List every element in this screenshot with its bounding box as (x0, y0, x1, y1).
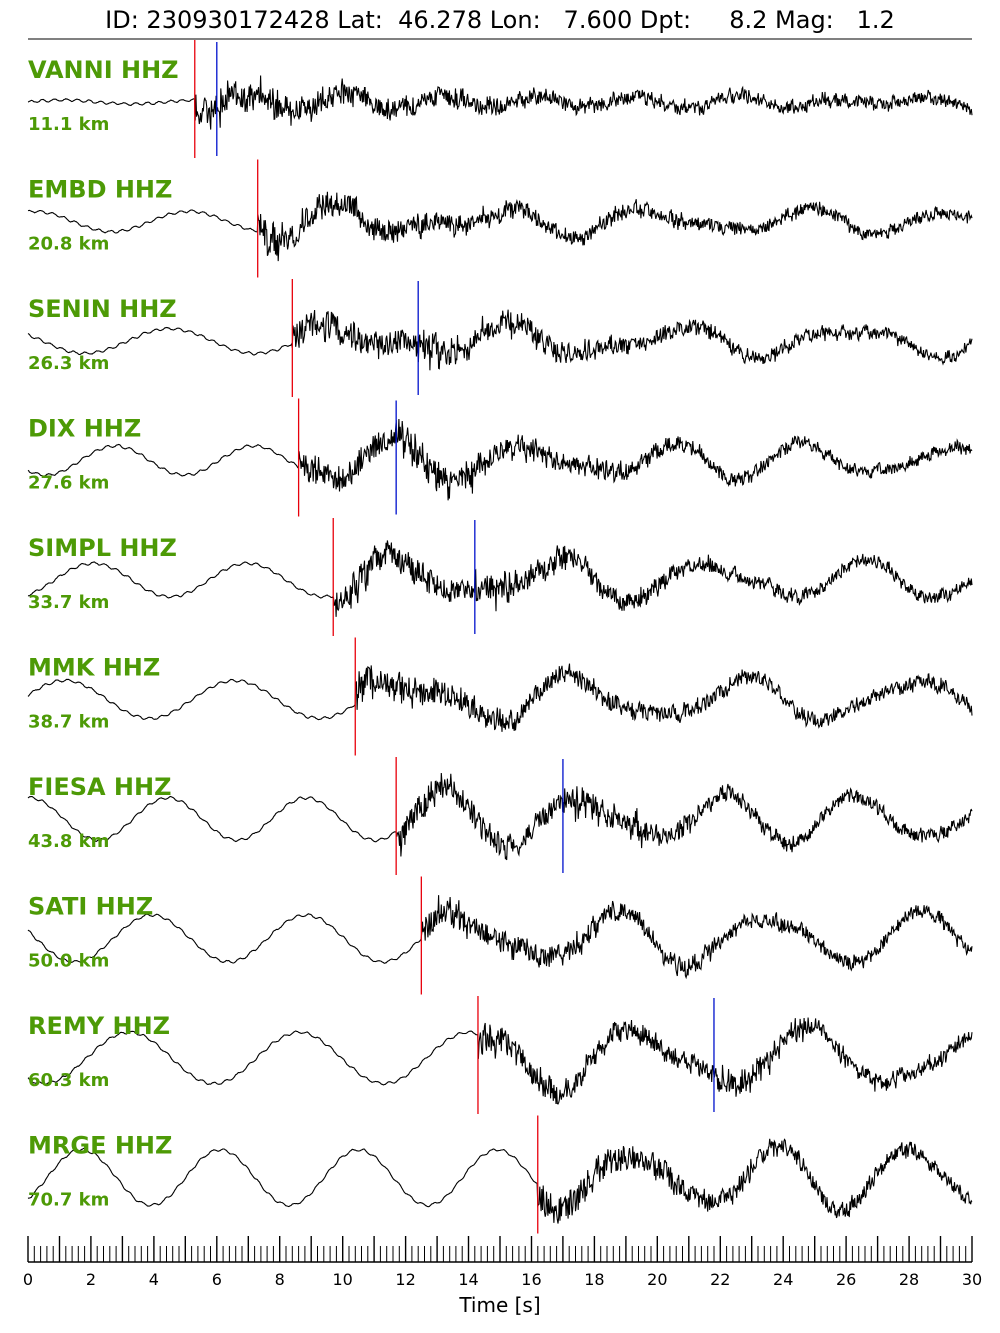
station-label: REMY HHZ (28, 1012, 170, 1040)
station-distance: 33.7 km (28, 592, 109, 613)
trace-group: VANNI HHZ 11.1 km EMBD HHZ 20.8 km SENIN HHZ… (27, 40, 973, 1234)
waveform-line (27, 75, 973, 130)
x-tick-label: 28 (899, 1270, 919, 1289)
trace-row: MMK HHZ 38.7 km (27, 637, 973, 756)
x-tick-label: 30 (962, 1270, 982, 1289)
station-distance: 50.0 km (28, 951, 109, 972)
station-distance: 20.8 km (28, 234, 109, 255)
x-tick-label: 26 (836, 1270, 856, 1289)
trace-row: SIMPL HHZ 33.7 km (27, 518, 973, 636)
waveform-line (27, 663, 973, 732)
x-tick-label: 2 (86, 1270, 96, 1289)
station-label: DIX HHZ (28, 415, 141, 443)
station-label: EMBD HHZ (28, 176, 172, 204)
station-distance: 38.7 km (28, 712, 109, 733)
station-distance: 26.3 km (28, 353, 109, 374)
station-label: VANNI HHZ (28, 56, 179, 84)
station-distance: 11.1 km (28, 114, 109, 135)
trace-row: FIESA HHZ 43.8 km (27, 757, 973, 875)
x-tick-label: 24 (773, 1270, 793, 1289)
x-axis-label: Time [s] (458, 1293, 540, 1317)
waveform-line (27, 895, 973, 980)
station-label: SATI HHZ (28, 893, 153, 921)
station-label: FIESA HHZ (28, 773, 172, 801)
station-label: SENIN HHZ (28, 295, 177, 323)
x-tick-label: 16 (521, 1270, 541, 1289)
waveform-line (27, 772, 973, 861)
x-tick-label: 22 (710, 1270, 730, 1289)
station-distance: 43.8 km (28, 831, 109, 852)
x-tick-label: 0 (23, 1270, 33, 1289)
x-tick-label: 10 (332, 1270, 352, 1289)
x-tick-label: 14 (458, 1270, 478, 1289)
station-distance: 27.6 km (28, 473, 109, 494)
station-label: SIMPL HHZ (28, 534, 177, 562)
waveform-line (27, 540, 973, 617)
trace-row: EMBD HHZ 20.8 km (27, 159, 973, 278)
trace-row: SENIN HHZ 26.3 km (27, 279, 973, 397)
trace-row: MRGE HHZ 70.7 km (27, 1115, 973, 1234)
station-label: MMK HHZ (28, 654, 160, 682)
chart-title: ID: 230930172428 Lat: 46.278 Lon: 7.600 … (105, 6, 895, 34)
trace-row: VANNI HHZ 11.1 km (27, 40, 973, 158)
x-tick-label: 20 (647, 1270, 667, 1289)
time-axis: 0 2 4 6 8 10 12 14 16 18 20 22 24 26 28 30 (23, 1236, 982, 1289)
station-distance: 70.7 km (28, 1190, 109, 1211)
x-tick-label: 18 (584, 1270, 604, 1289)
trace-row: DIX HHZ 27.6 km (27, 398, 973, 517)
station-label: MRGE HHZ (28, 1132, 172, 1160)
waveform-line (27, 309, 973, 371)
x-tick-label: 8 (275, 1270, 285, 1289)
waveform-line (27, 418, 973, 501)
x-tick-label: 12 (395, 1270, 415, 1289)
station-distance: 60.3 km (28, 1070, 109, 1091)
trace-row: REMY HHZ 60.3 km (27, 996, 973, 1114)
trace-row: SATI HHZ 50.0 km (27, 876, 973, 995)
waveform-line (27, 1017, 973, 1105)
x-tick-label: 6 (212, 1270, 222, 1289)
x-tick-label: 4 (149, 1270, 159, 1289)
waveform-line (27, 1138, 973, 1224)
waveform-line (27, 191, 973, 262)
